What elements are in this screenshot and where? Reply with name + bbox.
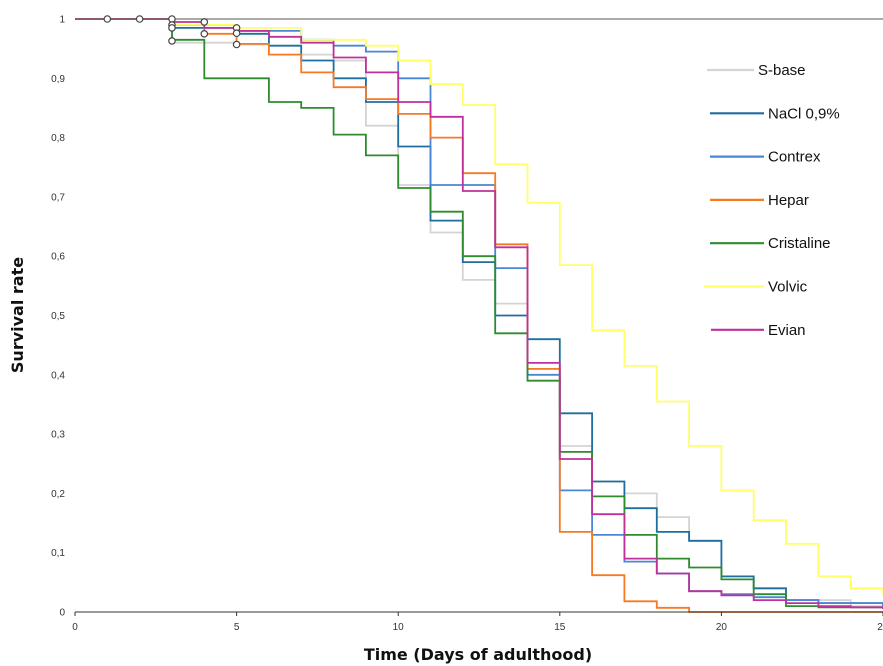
legend-label: Contrex [768,149,821,166]
censor-mark [103,15,112,23]
y-axis-title: Survival rate [8,257,27,373]
y-tick-label: 0 [59,608,65,619]
x-axis-title: Time (Days of adulthood) [364,645,592,664]
legend-label: S-base [758,62,806,79]
legend-label: Evian [768,322,806,339]
y-tick-label: 0,2 [51,489,65,500]
y-tick-label: 0,7 [51,192,65,203]
censor-mark [135,15,144,23]
censor-mark [232,29,241,38]
x-tick-label: 5 [234,622,240,633]
censor-mark [168,37,176,45]
censor-layer [103,15,241,49]
ticks-layer: 00,10,20,30,40,50,60,70,80,910 5 10 15 20 2 [51,15,883,633]
censor-mark [200,30,209,38]
y-tick-label: 0,1 [51,548,65,559]
y-tick-label: 0,4 [51,370,65,381]
x-tick-label: 15 [554,622,566,633]
x-tick-label: 20 [716,622,728,633]
legend-label: Cristaline [768,235,831,252]
axes-layer [75,18,883,613]
x-tick-label: 2 [877,622,883,633]
censor-mark [232,40,241,49]
censor-mark [168,24,176,32]
legend-label: Hepar [768,192,809,209]
legend-label: NaCl 0,9% [768,105,840,122]
censor-mark [200,18,209,26]
legend-label: Volvic [768,279,808,296]
legend: S-base NaCl 0,9% Contrex Hepar Cristaline Vol… [695,50,883,355]
series-line-5 [75,18,883,595]
x-tick-label: 10 [393,622,405,633]
y-tick-label: 1 [59,15,65,26]
y-tick-label: 0,9 [51,74,65,85]
x-tick-label: 0 [72,622,78,633]
y-tick-label: 0,6 [51,252,65,263]
y-tick-label: 0,3 [51,430,65,441]
series-line-6 [75,18,883,609]
y-tick-label: 0,5 [51,311,65,322]
legend-background [695,50,883,355]
y-tick-label: 0,8 [51,133,65,144]
